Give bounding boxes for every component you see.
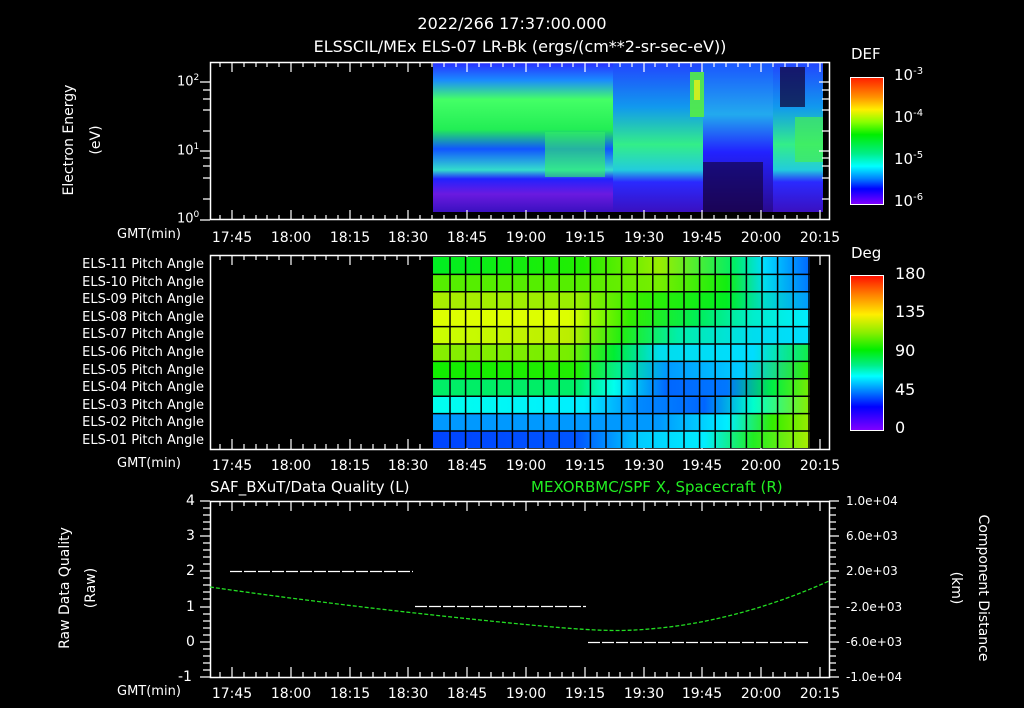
row-label-els-01: ELS-01 Pitch Angle <box>82 432 204 448</box>
tick-label: 18:00 <box>270 230 312 246</box>
def-label-1e-3: 10-3 <box>894 66 924 84</box>
energy-spectrogram <box>210 62 830 220</box>
tick-label: 20:15 <box>799 458 841 474</box>
ytick-right: -1.0e+04 <box>846 670 903 684</box>
row-label-els-06: ELS-06 Pitch Angle <box>82 344 204 360</box>
ytick-left: 4 <box>186 493 195 509</box>
def-colorbar-title: DEF <box>851 45 881 63</box>
pitch-angle-row-labels: ELS-11 Pitch Angle ELS-10 Pitch Angle EL… <box>40 256 204 450</box>
tick-label: 20:00 <box>740 230 782 246</box>
tick-label: 19:45 <box>681 458 723 474</box>
spectrogram-plot <box>433 62 823 212</box>
def-label-1e-5: 10-5 <box>894 150 924 168</box>
deg-label-45: 45 <box>895 380 916 399</box>
row-label-els-11: ELS-11 Pitch Angle <box>82 257 204 272</box>
tick-label: 19:15 <box>564 458 606 474</box>
ytick-1e1: 101 <box>177 142 200 159</box>
tick-label: 19:30 <box>623 686 665 702</box>
row-label-els-09: ELS-09 Pitch Angle <box>82 292 204 308</box>
tick-label: 19:30 <box>623 230 665 246</box>
row-label-els-02: ELS-02 Pitch Angle <box>82 415 204 431</box>
tick-label: 19:15 <box>564 230 606 246</box>
tick-label: 17:45 <box>211 458 253 474</box>
row-label-els-08: ELS-08 Pitch Angle <box>82 309 204 325</box>
ytick-right: 6.0e+03 <box>846 529 898 543</box>
ytick-1e0: 100 <box>177 210 200 227</box>
energy-ylabel: Electron Energy <box>61 84 77 196</box>
tick-label: 19:00 <box>505 230 547 246</box>
row-label-els-03: ELS-03 Pitch Angle <box>82 397 204 413</box>
spf-title: MEXORBMC/SPF X, Spacecraft (R) <box>531 478 783 496</box>
deg-label-135: 135 <box>895 302 926 321</box>
ytick-1e2: 102 <box>177 73 200 90</box>
tick-label: 20:15 <box>799 230 841 246</box>
ytick-left: 3 <box>186 528 195 544</box>
quality-series <box>230 570 808 644</box>
tick-label: 19:15 <box>564 686 606 702</box>
quality-ylabel: Raw Data Quality <box>57 527 73 649</box>
ytick-left: 1 <box>186 599 195 615</box>
tick-label: 19:45 <box>681 230 723 246</box>
tick-label: 18:00 <box>270 458 312 474</box>
tick-label: 19:45 <box>681 686 723 702</box>
ytick-right: -6.0e+03 <box>846 635 903 649</box>
spf-x-series <box>209 580 830 632</box>
pitch-angle-heatmap <box>433 257 810 448</box>
def-label-1e-4: 10-4 <box>894 108 924 126</box>
tick-label: 18:30 <box>387 230 429 246</box>
tick-label: 18:45 <box>446 230 488 246</box>
deg-colorbar <box>850 275 884 431</box>
tick-label: 20:00 <box>740 686 782 702</box>
ytick-right: 2.0e+03 <box>846 564 898 578</box>
ytick-right: -2.0e+03 <box>846 600 903 614</box>
quality-title: SAF_BXuT/Data Quality (L) <box>210 478 410 496</box>
ytick-right: 1.0e+04 <box>846 494 898 508</box>
dataset-title: ELSSCIL/MEx ELS-07 LR-Bk (ergs/(cm**2-sr… <box>313 37 727 56</box>
distance-yunit: (km) <box>948 571 964 605</box>
row-label-els-07: ELS-07 Pitch Angle <box>82 327 204 343</box>
tick-label: 18:15 <box>329 230 371 246</box>
tick-label: 17:45 <box>211 686 253 702</box>
tick-label: 18:45 <box>446 458 488 474</box>
tick-label: 18:15 <box>329 458 371 474</box>
time-axis-label-2: GMT(min) <box>117 456 181 471</box>
tick-label: 19:00 <box>505 686 547 702</box>
timestamp-title: 2022/266 17:37:00.000 <box>417 14 607 33</box>
deg-label-180: 180 <box>895 264 926 283</box>
tick-label: 20:00 <box>740 458 782 474</box>
tick-label: 18:45 <box>446 686 488 702</box>
time-axis-label-1: GMT(min) <box>117 227 181 242</box>
energy-yunit: (eV) <box>88 125 104 155</box>
quality-yunit: (Raw) <box>83 567 99 609</box>
tick-label: 18:30 <box>387 686 429 702</box>
pitch-angle-grid <box>433 257 810 448</box>
tick-label: 18:00 <box>270 686 312 702</box>
distance-ylabel: Component Distance <box>975 514 991 662</box>
def-label-1e-6: 10-6 <box>894 192 924 210</box>
deg-colorbar-title: Deg <box>851 244 882 262</box>
def-colorbar <box>850 77 884 205</box>
row-label-els-05: ELS-05 Pitch Angle <box>82 362 204 378</box>
deg-label-90: 90 <box>895 341 916 360</box>
tick-label: 18:30 <box>387 458 429 474</box>
tick-label: 18:15 <box>329 686 371 702</box>
row-label-els-10: ELS-10 Pitch Angle <box>82 274 204 290</box>
deg-label-0: 0 <box>895 418 906 437</box>
tick-label: 20:15 <box>799 686 841 702</box>
ytick-left: 2 <box>186 563 195 579</box>
tick-label: 17:45 <box>211 230 253 246</box>
tick-label: 19:30 <box>623 458 665 474</box>
tick-label: 19:00 <box>505 458 547 474</box>
ytick-left: -1 <box>178 669 192 685</box>
row-label-els-04: ELS-04 Pitch Angle <box>82 380 204 396</box>
ytick-left: 0 <box>186 634 195 650</box>
time-axis-label-3: GMT(min) <box>117 684 181 699</box>
